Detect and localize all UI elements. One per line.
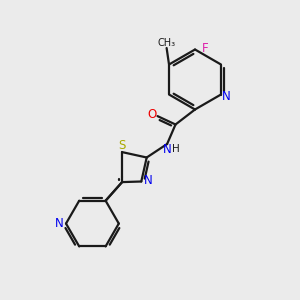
Text: CH₃: CH₃ — [158, 38, 176, 48]
Text: O: O — [148, 108, 157, 121]
Text: N: N — [55, 217, 64, 230]
Text: N: N — [163, 143, 172, 156]
Text: H: H — [172, 144, 179, 154]
Text: F: F — [202, 41, 209, 55]
Text: S: S — [118, 139, 125, 152]
Text: N: N — [222, 89, 231, 103]
Text: N: N — [143, 174, 152, 188]
